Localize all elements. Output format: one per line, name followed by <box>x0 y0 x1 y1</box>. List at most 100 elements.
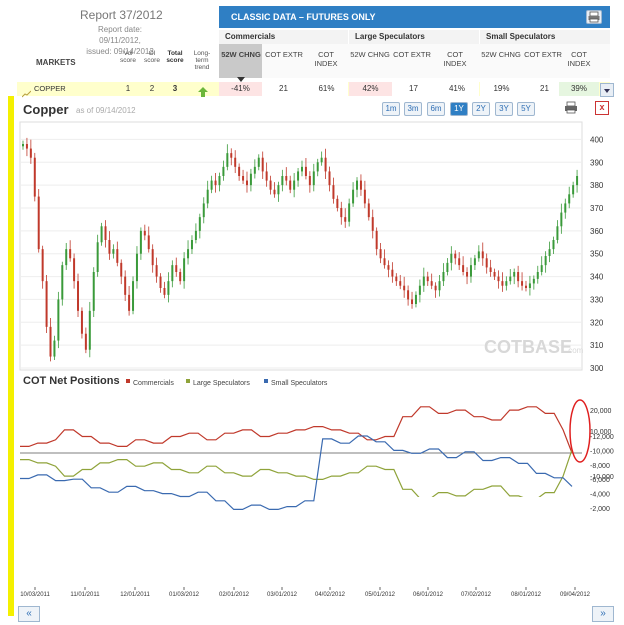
candle-body <box>128 294 131 311</box>
chart-icon[interactable] <box>21 85 32 103</box>
lower-y-tick: -12,000 <box>590 434 614 441</box>
candle-body <box>544 256 547 266</box>
small-cot-index: 39% <box>559 82 599 96</box>
candle-body <box>576 176 579 186</box>
candle-body <box>434 285 437 291</box>
lower-y-tick: -6,000 <box>590 477 610 484</box>
candle-body <box>395 276 398 282</box>
candle-body <box>375 230 378 250</box>
market-name[interactable]: COPPER <box>34 84 66 93</box>
candle-body <box>477 251 480 259</box>
large-cot-extr-header[interactable]: COT EXTR <box>393 50 431 59</box>
comm-cot-extr: 21 <box>262 82 305 96</box>
x-tick-label: 07/02/2012 <box>461 592 492 598</box>
candle-body <box>238 166 241 176</box>
candle-body <box>348 203 351 222</box>
candle-body <box>473 258 476 266</box>
candle-body <box>249 173 252 186</box>
candle-body <box>328 171 331 186</box>
range-button-1y[interactable]: 1Y <box>450 102 468 116</box>
x-tick-label: 08/01/2012 <box>511 592 542 598</box>
candle-body <box>49 326 52 357</box>
candle-body <box>92 272 95 311</box>
candle-body <box>505 281 508 286</box>
candle-body <box>285 176 288 181</box>
candle-body <box>379 249 382 259</box>
candle-body <box>509 276 512 282</box>
candle-body <box>332 185 335 199</box>
range-button-5y[interactable]: 5Y <box>517 102 535 116</box>
candle-body <box>112 249 115 254</box>
legend-label: Small Speculators <box>271 380 328 387</box>
report-date: Report date: 09/11/2012, <box>97 25 143 45</box>
chart-print-icon[interactable] <box>564 101 578 114</box>
selected-column-bg <box>219 44 262 78</box>
sort-arrow-icon <box>237 69 245 87</box>
small-cot-extr-header[interactable]: COT EXTR <box>524 50 562 59</box>
row-dropdown-button[interactable] <box>600 83 614 97</box>
candle-body <box>183 258 186 282</box>
candle-body <box>100 226 103 243</box>
total-score: 3 <box>172 84 178 93</box>
small-cot-index-header[interactable]: COT INDEX <box>567 50 591 68</box>
banner-title: CLASSIC DATA – FUTURES ONLY <box>231 12 376 22</box>
commercials-line <box>20 406 573 454</box>
upper-y-tick: 10,000 <box>590 429 612 436</box>
candle-body <box>80 310 83 334</box>
large-cot-index-header[interactable]: COT INDEX <box>443 50 467 68</box>
candle-body <box>73 258 76 282</box>
candle-body <box>163 288 166 295</box>
cot-section-title: COT Net Positions <box>23 375 120 387</box>
candle-body <box>430 281 433 286</box>
candle-body <box>442 272 445 282</box>
candle-body <box>383 258 386 266</box>
candle-body <box>513 272 516 277</box>
candle-body <box>572 185 575 195</box>
vol-score: 1 <box>125 84 131 93</box>
range-button-1m[interactable]: 1m <box>382 102 400 116</box>
comm-cot-extr-header[interactable]: COT EXTR <box>265 50 303 59</box>
nav-prev-button[interactable]: « <box>18 606 40 622</box>
candle-body <box>206 189 209 204</box>
total-score-header[interactable]: Total score <box>166 50 184 64</box>
candle-body <box>116 249 119 263</box>
printer-icon[interactable] <box>586 10 602 24</box>
vol-score-header[interactable]: Vol score <box>120 50 136 64</box>
candle-body <box>387 265 390 270</box>
candle-body <box>261 157 264 172</box>
long-term-trend-header[interactable]: Long-term trend <box>193 50 211 71</box>
candle-body <box>418 285 421 295</box>
candle-body <box>132 281 135 311</box>
legend-swatch <box>264 379 268 383</box>
candle-body <box>155 265 158 277</box>
upper-y-tick: -10,000 <box>590 474 614 481</box>
group-large-speculators: Large Speculators <box>349 30 479 44</box>
candle-body <box>411 299 414 304</box>
range-button-6m[interactable]: 6m <box>427 102 445 116</box>
comm-cot-index-header[interactable]: COT INDEX <box>314 50 338 68</box>
candle-body <box>269 180 272 190</box>
candle-body <box>108 240 111 254</box>
y-tick-label: 340 <box>590 273 604 282</box>
range-button-3m[interactable]: 3m <box>404 102 422 116</box>
large-52w-chng-header[interactable]: 52W CHNG <box>350 50 390 59</box>
candle-body <box>556 226 559 240</box>
oi-score-header[interactable]: OI score <box>144 50 160 64</box>
candle-body <box>179 272 182 282</box>
small-52w-chng-header[interactable]: 52W CHNG <box>481 50 521 59</box>
comm-52w-chng-header[interactable]: 52W CHNG <box>221 50 261 59</box>
candle-body <box>336 198 339 208</box>
watermark: COTBASE <box>484 337 572 357</box>
watermark-suffix: .com <box>566 346 584 355</box>
chart-title: Copper <box>23 102 69 117</box>
candle-body <box>167 281 170 295</box>
candle-body <box>65 249 68 266</box>
large-52w-chng: 42% <box>349 82 392 96</box>
nav-next-button[interactable]: » <box>592 606 614 622</box>
candle-body <box>363 189 366 204</box>
lower-y-tick: -4,000 <box>590 492 610 499</box>
range-button-3y[interactable]: 3Y <box>495 102 513 116</box>
range-button-2y[interactable]: 2Y <box>472 102 490 116</box>
close-chart-button[interactable]: x <box>595 101 609 115</box>
small-speculators-line <box>20 435 573 510</box>
